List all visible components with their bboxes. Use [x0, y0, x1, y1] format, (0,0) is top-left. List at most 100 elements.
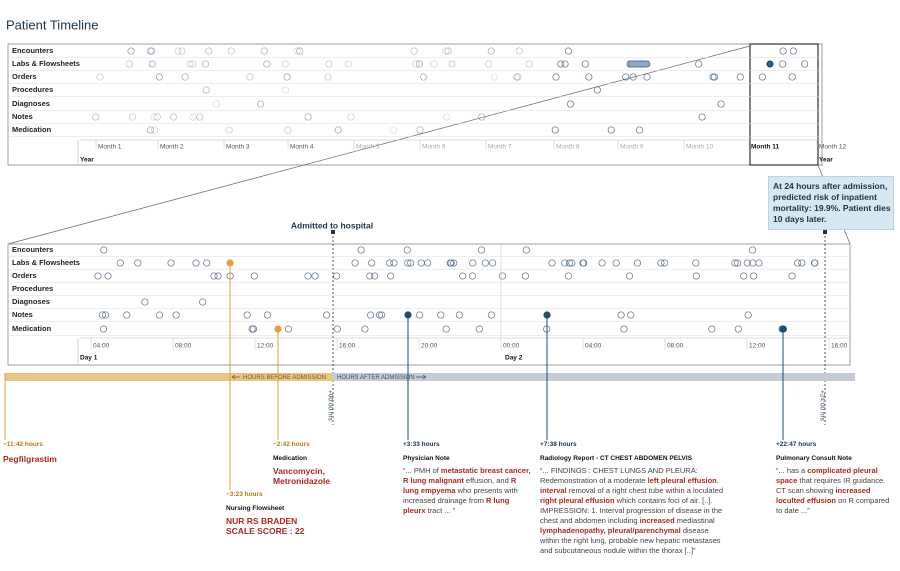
event-dot	[100, 246, 108, 254]
annotation: +22:47 hours Pulmonary Consult Note “... h…	[776, 440, 896, 516]
text-segment: disease within the right lung, probable …	[540, 526, 721, 555]
event-dot	[150, 113, 158, 121]
annotation-kind: Radiology Report - CT CHEST ABDOMEN PELV…	[540, 455, 693, 462]
event-dot	[755, 259, 763, 267]
event-dot	[487, 47, 495, 55]
event-dot	[192, 259, 200, 267]
event-dot	[99, 325, 107, 333]
event-dot	[368, 259, 376, 267]
month-label: Month 8	[556, 144, 580, 151]
year-label: Year	[819, 157, 833, 164]
row-label: Notes	[12, 310, 33, 319]
annotation-text: “... PMH of metastatic breast cancer, R …	[403, 466, 533, 516]
highlighted-text: Pegfilgrastim	[3, 454, 57, 464]
highlighted-text: right pleural effusion	[540, 496, 615, 505]
event-dot	[731, 259, 739, 267]
event-dot	[146, 47, 154, 55]
event-dot	[525, 60, 533, 68]
event-dot	[123, 311, 131, 319]
mortality-callout: At 24 hours after admission, predicted r…	[768, 176, 894, 230]
month-label: Month 2	[160, 144, 184, 151]
annotation-time: +22:47 hours	[776, 441, 817, 448]
event-dot	[798, 259, 806, 267]
event-dot	[147, 126, 155, 134]
row-label: Diagnoses	[12, 99, 50, 108]
event-dot	[415, 60, 423, 68]
arrow	[416, 374, 427, 380]
before-bar	[5, 373, 333, 381]
event-dot	[225, 126, 233, 134]
event-dot	[410, 47, 418, 55]
text-segment: tract ... ”	[425, 506, 456, 515]
row-label: Labs & Flowsheets	[12, 258, 80, 267]
time-label: 12:00	[257, 343, 274, 350]
event-dot	[214, 272, 222, 280]
annotation: −11:42 hours Pegfilgrastim	[3, 440, 83, 464]
event-dot	[692, 259, 700, 267]
time-label: 00:00	[503, 343, 520, 350]
event-dot	[366, 272, 374, 280]
month-label: Month 9	[620, 144, 644, 151]
event-dot	[141, 298, 149, 306]
annotation-kind: Nursing Flowsheet	[226, 505, 285, 512]
event-dot	[698, 113, 706, 121]
event-dot	[284, 325, 293, 333]
event-dot	[174, 47, 182, 55]
event-dot	[446, 259, 454, 267]
event-dot	[481, 259, 489, 267]
annotation-text: “... FINDINGS : CHEST LUNGS AND PLEURA: …	[540, 466, 725, 556]
event-dot	[748, 246, 757, 254]
event-dot	[579, 259, 587, 267]
event-dot	[155, 73, 163, 81]
event-dot	[281, 60, 289, 68]
annotation-text: “... has a complicated pleural space tha…	[776, 466, 896, 516]
event-dot	[357, 246, 365, 254]
event-dot	[552, 73, 560, 81]
event-dot	[794, 259, 802, 267]
text-segment: “... FINDINGS : CHEST LUNGS AND PLEURA: …	[540, 466, 698, 485]
zoom-window	[749, 43, 819, 166]
highlighted-text: left pleural effusion	[647, 476, 717, 485]
text-segment: mediastinal	[674, 516, 715, 525]
event-dot	[263, 60, 271, 68]
row-label: Orders	[12, 72, 37, 81]
month-label: Month 7	[488, 144, 512, 151]
event-dot	[378, 311, 386, 319]
highlighted-text: R lung empyema	[403, 476, 517, 495]
event-dot	[489, 259, 497, 267]
event-dot	[561, 259, 569, 267]
event-dot	[779, 60, 787, 68]
event-dot	[779, 47, 787, 55]
month-label: Month 12	[819, 144, 846, 151]
event-dot	[304, 272, 312, 280]
event-dot	[442, 325, 450, 333]
event-dot	[186, 60, 194, 68]
time-label: 08:00	[667, 343, 684, 350]
event-dot	[333, 272, 341, 280]
text-segment: on R compared to date ...”	[776, 496, 890, 515]
annotation-kind: Medication	[273, 455, 307, 462]
highlighted-event	[274, 325, 282, 333]
event-dot	[128, 113, 137, 121]
event-dot	[102, 311, 110, 319]
annotation: −3:23 hours Nursing Flowsheet NUR RS BRADE…	[226, 490, 316, 536]
event-dot	[324, 73, 332, 81]
event-dot	[248, 325, 256, 333]
row-label: Medication	[12, 324, 52, 333]
event-dot	[622, 73, 630, 81]
end-label: +24:00 hrs	[818, 390, 825, 422]
highlighted-event	[543, 311, 551, 319]
event-dot	[311, 272, 319, 280]
event-dot	[199, 298, 207, 306]
event-dot	[304, 113, 312, 121]
month-label: Month 4	[290, 144, 314, 151]
event-dot	[203, 259, 211, 267]
after-bar	[333, 373, 855, 381]
annotation: +7:38 hours Radiology Report - CT CHEST A…	[540, 440, 725, 556]
event-dot	[490, 73, 498, 81]
event-dot	[96, 73, 104, 81]
highlighted-text: metastatic breast cancer, R lung maligna…	[403, 466, 531, 485]
month-label: Month 1	[98, 144, 122, 151]
event-dot	[325, 60, 333, 68]
event-dot	[521, 272, 529, 280]
